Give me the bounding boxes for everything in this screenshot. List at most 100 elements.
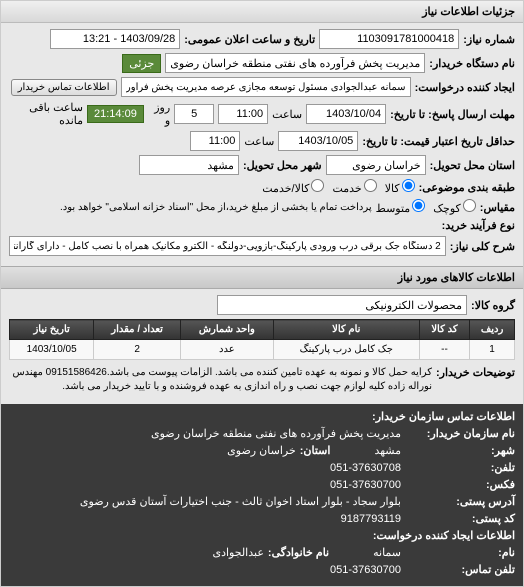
buyer-note-label: توضیحات خریدار: xyxy=(436,366,515,379)
name-value: سمانه xyxy=(373,546,401,559)
th-name: نام کالا xyxy=(273,320,419,340)
remaining-label: ساعت باقی مانده xyxy=(9,101,83,127)
budget-radio-kala[interactable] xyxy=(402,179,415,192)
announce-date-label: تاریخ و ساعت اعلان عمومی: xyxy=(184,33,315,46)
budget-radio-khedmat-label[interactable]: خدمت xyxy=(332,179,376,195)
contact-section: اطلاعات تماس سازمان خریدار: نام سازمان خ… xyxy=(1,404,523,586)
row-requester: ایجاد کننده درخواست: اطلاعات تماس خریدار xyxy=(9,77,515,97)
th-code: کد کالا xyxy=(419,320,469,340)
td-qty: 2 xyxy=(94,340,181,360)
deadline-label: مهلت ارسال پاسخ: تا تاریخ: xyxy=(390,108,515,121)
scale-radio-small-label[interactable]: کوچک xyxy=(433,199,476,215)
row-validity: حداقل تاریخ اعتبار قیمت: تا تاریخ: ساعت xyxy=(9,131,515,151)
td-date: 1403/10/05 xyxy=(10,340,94,360)
row-contact-phone: تلفن تماس: 051-37630700 xyxy=(9,563,515,576)
th-qty: تعداد / مقدار xyxy=(94,320,181,340)
budget-radio1-text: کالا xyxy=(385,183,400,195)
buyer-contact-button[interactable]: اطلاعات تماس خریدار xyxy=(11,79,117,96)
row-address: آدرس پستی: بلوار سجاد - بلوار استاد اخوا… xyxy=(9,495,515,508)
delivery-city-input[interactable] xyxy=(139,155,239,175)
row-name: نام: سمانه نام خانوادگی: عبدالجوادی xyxy=(9,546,515,559)
th-unit: واحد شمارش xyxy=(180,320,273,340)
org-name-value: مدیریت پخش فرآورده های نفتی منطقه خراسان… xyxy=(151,427,401,440)
time-label-2: ساعت xyxy=(244,135,274,148)
need-number-input[interactable] xyxy=(319,29,459,49)
announce-date-input[interactable] xyxy=(50,29,180,49)
td-unit: عدد xyxy=(180,340,273,360)
fax-label: فکس: xyxy=(405,478,515,491)
name-label: نام: xyxy=(405,546,515,559)
days-remaining-input[interactable] xyxy=(174,104,214,124)
req-creator-title: اطلاعات ایجاد کننده درخواست: xyxy=(9,529,515,542)
row-need-desc: شرح کلی نیاز: xyxy=(9,236,515,256)
row-delivery: استان محل تحویل: شهر محل تحویل: xyxy=(9,155,515,175)
contact-title: اطلاعات تماس سازمان خریدار: xyxy=(9,410,515,423)
contact-phone-label: تلفن تماس: xyxy=(405,563,515,576)
goods-group-input[interactable] xyxy=(217,295,467,315)
budget-radio-khedmat[interactable] xyxy=(364,179,377,192)
panel-body: شماره نیاز: تاریخ و ساعت اعلان عمومی: نا… xyxy=(1,23,523,266)
family-value: عبدالجوادی xyxy=(212,546,263,559)
delivery-province-label: استان محل تحویل: xyxy=(430,159,515,172)
td-code: -- xyxy=(419,340,469,360)
budget-label: طبقه بندی موضوعی: xyxy=(419,181,515,194)
org-name-label: نام سازمان خریدار: xyxy=(405,427,515,440)
need-desc-input[interactable] xyxy=(9,236,446,256)
address-value: بلوار سجاد - بلوار استاد اخوان ثالث - جن… xyxy=(80,495,401,508)
scale-radio-medium-label[interactable]: متوسط xyxy=(376,199,426,215)
scale-radio-medium[interactable] xyxy=(412,199,425,212)
table-header-row: ردیف کد کالا نام کالا واحد شمارش تعداد /… xyxy=(10,320,515,340)
fax-value: 051-37630700 xyxy=(330,479,401,491)
row-city-province: شهر: مشهد استان: خراسان رضوی xyxy=(9,444,515,457)
budget-radio-both[interactable] xyxy=(311,179,324,192)
postal-label: کد پستی: xyxy=(405,512,515,525)
td-name: جک کامل درب پارکینگ xyxy=(273,340,419,360)
scale-radio2-text: متوسط xyxy=(376,203,411,215)
budget-radio-kala-label[interactable]: کالا xyxy=(385,179,415,195)
th-row: ردیف xyxy=(470,320,515,340)
need-desc-label: شرح کلی نیاز: xyxy=(450,240,515,253)
validity-label: حداقل تاریخ اعتبار قیمت: تا تاریخ: xyxy=(362,135,515,148)
address-label: آدرس پستی: xyxy=(405,495,515,508)
phone-value: 051-37630708 xyxy=(330,462,401,474)
goods-group-label: گروه کالا: xyxy=(471,299,515,312)
province-label: استان: xyxy=(300,444,331,457)
scale-radio-group: کوچک متوسط xyxy=(376,199,476,215)
row-org: نام سازمان خریدار: مدیریت پخش فرآورده ها… xyxy=(9,427,515,440)
scale-radio-small[interactable] xyxy=(463,199,476,212)
buyer-note-text: کرایه حمل کالا و نمونه به عهده تامین کنن… xyxy=(9,366,432,394)
delivery-province-input[interactable] xyxy=(326,155,426,175)
goods-section-title: اطلاعات کالاهای مورد نیاز xyxy=(1,266,523,289)
province-value: خراسان رضوی xyxy=(227,444,296,457)
payment-note: پرداخت تمام یا بخشی از مبلغ خرید،از محل … xyxy=(60,202,372,213)
row-buyer-note: توضیحات خریدار: کرایه حمل کالا و نمونه ب… xyxy=(9,366,515,394)
pay-label: نوع فرآیند خرید: xyxy=(442,219,515,232)
contact-phone-value: 051-37630700 xyxy=(330,564,401,576)
deadline-date-input[interactable] xyxy=(306,104,386,124)
postal-value: 9187793119 xyxy=(341,513,401,525)
details-panel: جزئیات اطلاعات نیاز شماره نیاز: تاریخ و … xyxy=(0,0,524,587)
phone-label: تلفن: xyxy=(405,461,515,474)
budget-radio-both-label[interactable]: کالا/خدمت xyxy=(262,179,324,195)
row-buyer: نام دستگاه خریدار: جزئی xyxy=(9,53,515,73)
row-budget: طبقه بندی موضوعی: کالا خدمت کالا/خدمت xyxy=(9,179,515,195)
budget-radio2-text: خدمت xyxy=(332,183,361,195)
goods-body: گروه کالا: ردیف کد کالا نام کالا واحد شم… xyxy=(1,289,523,404)
requester-input[interactable] xyxy=(121,77,411,97)
validity-time-input[interactable] xyxy=(190,131,240,151)
need-number-label: شماره نیاز: xyxy=(463,33,515,46)
city-value: مشهد xyxy=(374,444,401,457)
goods-table: ردیف کد کالا نام کالا واحد شمارش تعداد /… xyxy=(9,319,515,360)
row-deadline: مهلت ارسال پاسخ: تا تاریخ: ساعت روز و 21… xyxy=(9,101,515,127)
validity-date-input[interactable] xyxy=(278,131,358,151)
row-goods-group: گروه کالا: xyxy=(9,295,515,315)
budget-radio3-text: کالا/خدمت xyxy=(262,183,309,195)
partial-badge: جزئی xyxy=(122,54,161,73)
buyer-name-input[interactable] xyxy=(165,53,425,73)
deadline-time-input[interactable] xyxy=(218,104,268,124)
table-row: 1 -- جک کامل درب پارکینگ عدد 2 1403/10/0… xyxy=(10,340,515,360)
family-label: نام خانوادگی: xyxy=(268,546,329,559)
buyer-name-label: نام دستگاه خریدار: xyxy=(429,57,515,70)
panel-title: جزئیات اطلاعات نیاز xyxy=(1,1,523,23)
budget-radio-group: کالا خدمت کالا/خدمت xyxy=(262,179,414,195)
